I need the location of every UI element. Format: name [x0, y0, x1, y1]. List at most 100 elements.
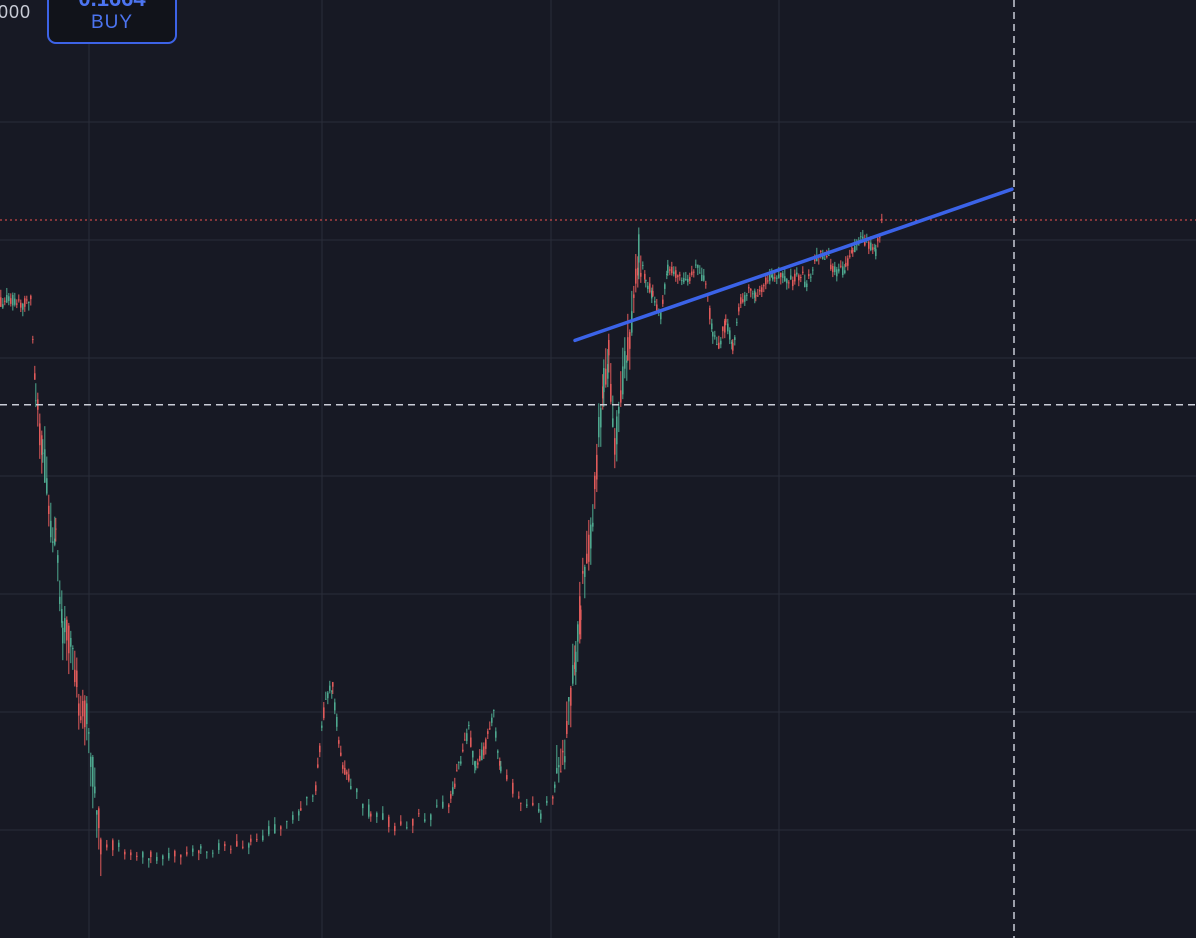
candle-body: [767, 280, 769, 282]
candle-body: [180, 854, 182, 858]
candle-body: [660, 312, 662, 320]
candle-body: [306, 797, 308, 799]
candle-body: [642, 265, 644, 267]
candle-body: [844, 270, 846, 273]
candle-body: [292, 815, 294, 820]
candle-body: [336, 716, 338, 727]
candle-body: [629, 332, 631, 349]
candle-body: [124, 851, 126, 855]
candle-body: [72, 647, 74, 650]
candle-body: [55, 528, 57, 530]
candle-body: [62, 627, 64, 644]
candle-body: [714, 335, 716, 337]
candle-body: [80, 716, 82, 721]
candle-body: [48, 505, 50, 515]
candle-body: [12, 294, 14, 306]
candle-body: [836, 269, 838, 277]
candle-body: [614, 438, 616, 455]
candle-body: [323, 707, 325, 719]
candle-body: [319, 745, 321, 753]
candle-body: [798, 275, 800, 281]
candle-body: [842, 266, 844, 276]
candle-body: [667, 264, 669, 273]
candle-body: [44, 449, 46, 483]
candle-body: [50, 520, 52, 538]
candle-body: [800, 277, 802, 279]
candle-body: [460, 761, 462, 764]
candle-body: [458, 761, 460, 763]
candle-body: [338, 740, 340, 744]
candle-body: [736, 322, 738, 324]
candle-body: [112, 840, 114, 851]
candle-body: [771, 275, 773, 278]
candle-body: [198, 850, 200, 854]
candle-body: [622, 366, 624, 395]
candle-body: [754, 290, 756, 298]
candle-body: [262, 835, 264, 841]
candle-body: [46, 478, 48, 494]
buy-button[interactable]: 0.1664 BUY: [47, 0, 177, 44]
candle-body: [92, 756, 94, 787]
candle-body: [860, 236, 862, 238]
candle-body: [280, 826, 282, 830]
candle-body: [757, 295, 759, 297]
candle-body: [242, 846, 244, 848]
candle-body: [765, 277, 767, 285]
candle-body: [662, 299, 664, 304]
candle-body: [554, 784, 556, 788]
candle-body: [693, 271, 695, 273]
candle-body: [224, 844, 226, 847]
candle-body: [556, 767, 558, 774]
candle-body: [532, 802, 534, 806]
candle-body: [68, 625, 70, 654]
candle-body: [603, 368, 605, 393]
candle-body: [618, 406, 620, 414]
candle-body: [212, 852, 214, 854]
candle-body: [796, 272, 798, 275]
candle-body: [88, 732, 90, 734]
candle-body: [669, 269, 671, 271]
candle-body: [608, 340, 610, 356]
candle-body: [586, 553, 588, 564]
candle-body: [315, 785, 317, 792]
candle-body: [32, 338, 34, 340]
candle-body: [776, 277, 778, 279]
candle-body: [845, 262, 847, 267]
candle-body: [731, 341, 733, 344]
candle-body: [562, 750, 564, 753]
candle-body: [8, 296, 10, 301]
candle-body: [638, 234, 640, 263]
candle-body: [84, 700, 86, 728]
candle-body: [331, 690, 333, 692]
candle-body: [874, 247, 876, 249]
candle-body: [540, 813, 542, 819]
candle-body: [520, 802, 522, 804]
candle-body: [624, 351, 626, 369]
candle-body: [400, 821, 402, 825]
candle-body: [312, 795, 314, 797]
candle-body: [806, 283, 808, 288]
candle-body: [635, 268, 637, 284]
candle-body: [477, 762, 479, 765]
candle-body: [30, 295, 32, 300]
candle-body: [34, 373, 36, 380]
candle-body: [518, 796, 520, 798]
candle-body: [755, 295, 757, 297]
candle-body: [784, 276, 786, 282]
candle-body: [814, 259, 816, 262]
candle-body: [506, 775, 508, 780]
candle-body: [136, 855, 138, 858]
candle-body: [769, 272, 771, 281]
candle-body: [394, 826, 396, 832]
price-axis-label: 000: [0, 2, 32, 22]
candle-body: [875, 249, 877, 256]
candle-body: [691, 271, 693, 276]
candle-body: [778, 274, 780, 279]
candle-body: [610, 383, 612, 402]
candle-body: [729, 330, 731, 340]
candle-body: [475, 766, 477, 769]
candle-body: [592, 522, 594, 527]
